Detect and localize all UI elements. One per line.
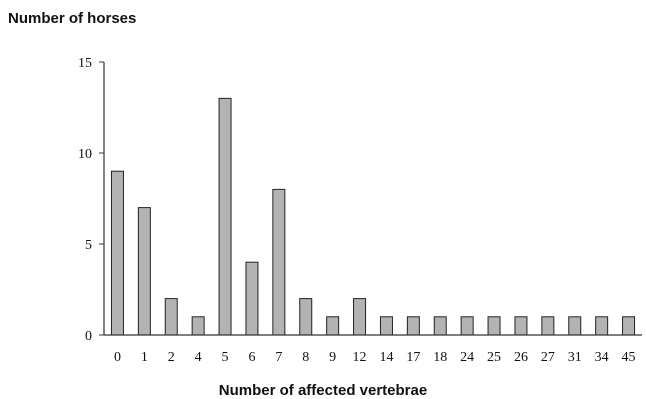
bar <box>353 298 367 336</box>
x-tick: 24 <box>460 350 474 365</box>
x-tick-label: 17 <box>406 350 420 365</box>
bar <box>218 97 232 336</box>
x-tick-label: 25 <box>487 350 501 365</box>
bar <box>595 316 609 336</box>
x-tick-label: 34 <box>595 350 609 365</box>
x-tick: 6 <box>248 350 255 365</box>
x-tick: 14 <box>379 350 393 365</box>
x-tick: 9 <box>329 350 336 365</box>
x-tick: 25 <box>487 350 501 365</box>
bar <box>622 316 636 336</box>
x-tick: 34 <box>595 350 609 365</box>
x-tick-label: 0 <box>114 350 121 365</box>
bar <box>326 316 340 336</box>
bar <box>379 316 393 336</box>
bar <box>110 170 124 336</box>
x-tick-label: 26 <box>514 350 528 365</box>
y-axis-title: Number of horses <box>8 10 137 27</box>
bar <box>541 316 555 336</box>
bar <box>433 316 447 336</box>
x-axis-ticks: 0 1 2 4 5 6 7 8 9 12 14 17 18 24 25 26 27 31 34 45 <box>114 350 636 365</box>
bar <box>406 316 420 336</box>
bar <box>191 316 205 336</box>
x-tick-label: 27 <box>541 350 555 365</box>
x-tick-label: 45 <box>622 350 636 365</box>
bar <box>245 261 259 336</box>
x-tick: 12 <box>353 350 367 365</box>
bar <box>460 316 474 336</box>
x-tick-label: 8 <box>302 350 309 365</box>
bar <box>487 316 501 336</box>
y-tick: 15 <box>78 56 104 71</box>
x-tick-label: 24 <box>460 350 474 365</box>
bar <box>164 298 178 336</box>
x-tick-label: 12 <box>353 350 367 365</box>
x-tick-label: 2 <box>168 350 175 365</box>
x-tick-label: 31 <box>568 350 582 365</box>
bar <box>299 298 313 336</box>
x-tick-label: 7 <box>275 350 282 365</box>
x-tick: 26 <box>514 350 528 365</box>
x-tick: 2 <box>168 350 175 365</box>
x-tick-label: 9 <box>329 350 336 365</box>
x-tick: 45 <box>622 350 636 365</box>
bar <box>514 316 528 336</box>
y-tick: 0 <box>85 329 104 344</box>
x-tick-label: 1 <box>141 350 148 365</box>
x-tick: 0 <box>114 350 121 365</box>
x-tick: 4 <box>195 350 202 365</box>
y-tick-label: 0 <box>85 329 92 344</box>
x-axis-title: Number of affected vertebrae <box>218 382 428 399</box>
y-axis-ticks: 0 5 10 15 <box>78 56 104 344</box>
x-tick: 7 <box>275 350 282 365</box>
x-tick: 27 <box>541 350 555 365</box>
x-tick: 17 <box>406 350 420 365</box>
x-tick-label: 18 <box>433 350 447 365</box>
bar <box>137 207 151 336</box>
x-tick: 31 <box>568 350 582 365</box>
bars <box>110 97 636 336</box>
x-tick-label: 5 <box>222 350 229 365</box>
x-tick-label: 14 <box>379 350 393 365</box>
bar <box>272 188 286 336</box>
y-tick-label: 15 <box>78 56 92 71</box>
x-tick: 1 <box>141 350 148 365</box>
x-tick: 8 <box>302 350 309 365</box>
y-tick-label: 5 <box>85 238 92 253</box>
x-tick: 18 <box>433 350 447 365</box>
y-tick: 5 <box>85 238 104 253</box>
x-tick: 5 <box>222 350 229 365</box>
y-tick: 10 <box>78 147 104 162</box>
bar <box>568 316 582 336</box>
x-tick-label: 6 <box>248 350 255 365</box>
x-tick-label: 4 <box>195 350 202 365</box>
y-tick-label: 10 <box>78 147 92 162</box>
